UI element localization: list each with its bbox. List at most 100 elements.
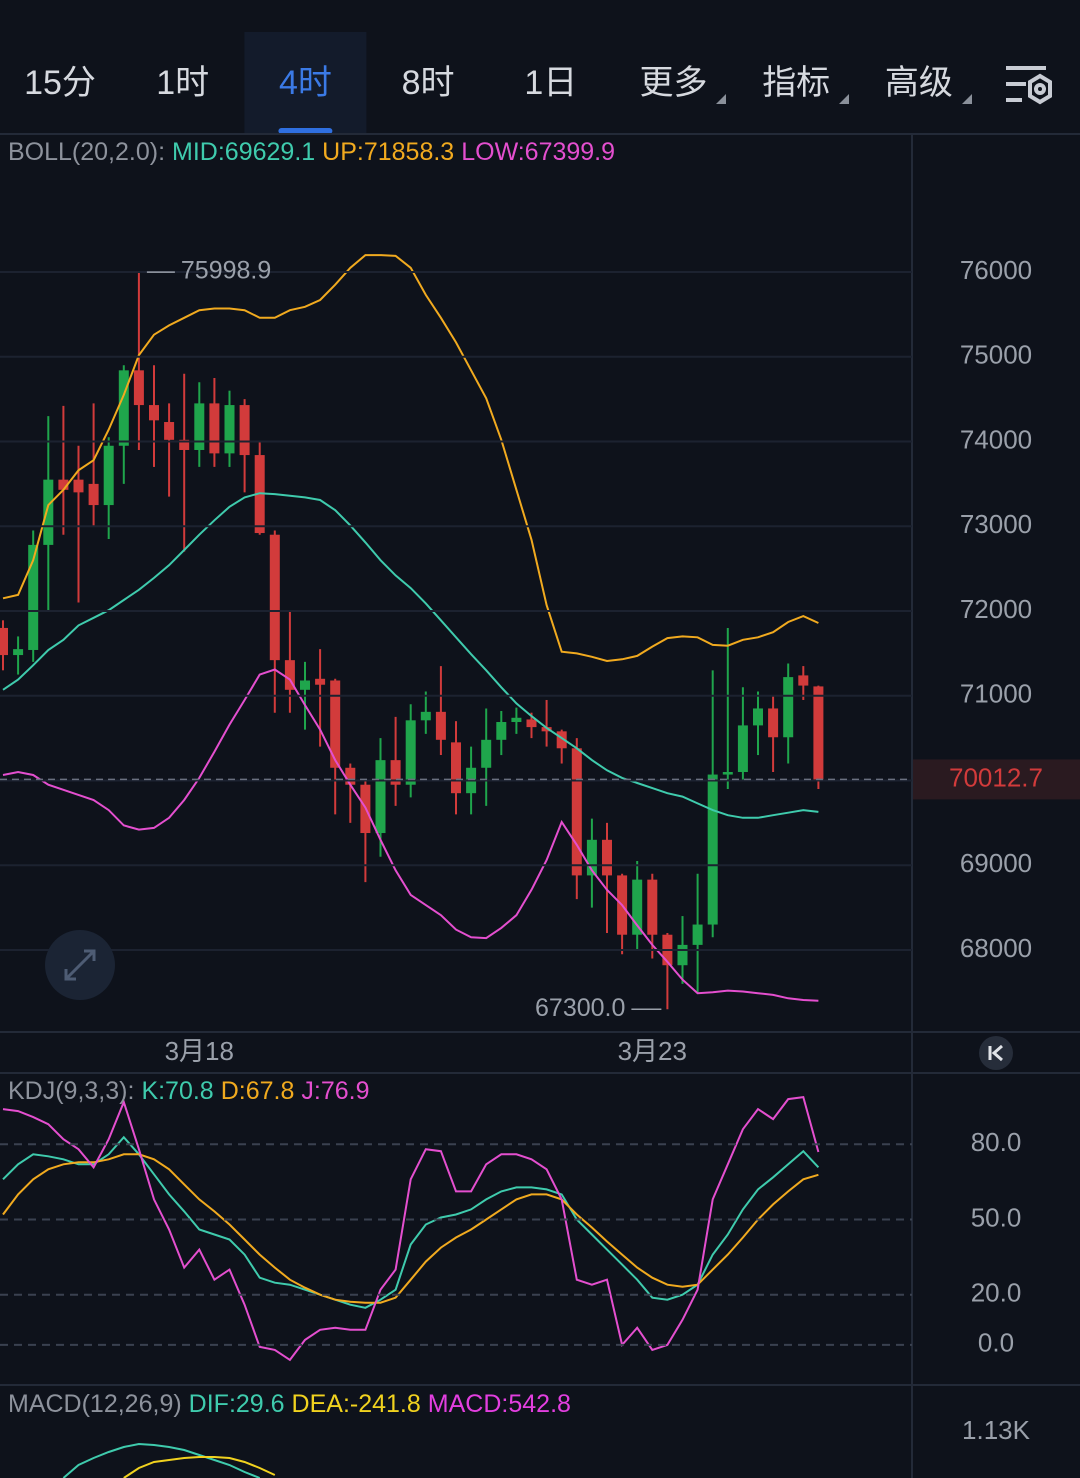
y-tick-label: 68000 — [960, 933, 1032, 963]
candle-body — [103, 445, 114, 506]
candle-body — [541, 727, 552, 732]
pane — [62, 1442, 276, 1478]
indicator-line — [2, 1095, 820, 1362]
settings-icon[interactable] — [1006, 66, 1052, 105]
tab[interactable]: 指标 — [762, 64, 830, 102]
indicator-name: MACD(12,26,9) — [8, 1390, 182, 1418]
candle-body — [556, 731, 567, 749]
candle-body — [133, 370, 144, 406]
candle-body — [813, 686, 824, 780]
y-tick-label: 76000 — [960, 255, 1032, 285]
y-tick-label: 0.0 — [978, 1328, 1014, 1358]
y-tick-label: 75000 — [960, 340, 1032, 370]
y-tick-label: 20.0 — [971, 1278, 1022, 1308]
tab[interactable]: 4时 — [279, 64, 332, 102]
indicator-line — [123, 1456, 276, 1478]
candle-body — [224, 405, 235, 454]
legend-entry: DIF:29.6 — [189, 1390, 285, 1418]
tab[interactable]: 1时 — [156, 64, 209, 102]
candle-body — [481, 739, 492, 768]
expand-button[interactable] — [45, 930, 115, 1000]
candle-body — [164, 422, 175, 440]
x-tick-label: 3月23 — [618, 1036, 687, 1066]
candle-body — [722, 772, 733, 775]
candle-body — [149, 405, 159, 421]
legend-entry: LOW:67399.9 — [461, 138, 615, 166]
last-price-label: 70012.7 — [949, 762, 1043, 792]
candle-body — [88, 483, 99, 506]
indicator-legend: KDJ(9,3,3): K:70.8 D:67.8 J:76.9 — [8, 1077, 370, 1105]
candle-body — [13, 649, 24, 656]
legend-entry: J:76.9 — [301, 1077, 369, 1105]
candle-body — [602, 839, 612, 876]
candle-body — [451, 742, 461, 794]
candle-body — [586, 839, 597, 876]
candle-body — [753, 708, 763, 726]
y-tick-label: 80.0 — [971, 1127, 1022, 1157]
candle-body — [737, 725, 748, 773]
tab[interactable]: 高级 — [885, 64, 953, 102]
dropdown-mark — [962, 94, 972, 104]
indicator-line — [2, 1153, 819, 1304]
candle-body — [43, 479, 54, 545]
max-label: 75998.9 — [181, 257, 271, 285]
candle-body — [435, 711, 446, 740]
legend-entry: D:67.8 — [221, 1077, 295, 1105]
y-tick-label: 69000 — [960, 848, 1032, 878]
candle-body — [798, 675, 809, 686]
candle-body — [768, 708, 779, 738]
pane — [2, 1095, 820, 1362]
y-tick-label: 71000 — [960, 679, 1032, 709]
candle-body — [73, 479, 84, 493]
candle-body — [375, 760, 386, 834]
candle-body — [330, 680, 341, 768]
legend-entry: DEA:-241.8 — [292, 1390, 421, 1418]
candle-body — [194, 403, 205, 450]
candle-body — [239, 405, 250, 456]
last-price-tag — [913, 759, 1080, 800]
candle-body — [315, 678, 326, 685]
tab-bar: 15分 1时 4时 8时 1日 更多 指标 高级 — [24, 32, 953, 134]
y-tick-label: 72000 — [960, 594, 1032, 624]
y-tick-label: 50.0 — [971, 1202, 1022, 1232]
candle-body — [179, 439, 190, 450]
active-tab-bg — [244, 32, 367, 134]
candle-body — [0, 627, 8, 656]
y-tick-label: 74000 — [960, 424, 1032, 454]
x-tick-label: 3月18 — [165, 1036, 234, 1066]
candle-body — [118, 370, 129, 446]
dropdown-mark — [839, 94, 849, 104]
candle-body — [783, 677, 794, 738]
legend-entry: MID:69629.1 — [172, 138, 315, 166]
candle-body — [511, 717, 522, 723]
indicator-line — [2, 668, 819, 1002]
y-tick-label: 1.13K — [962, 1415, 1031, 1445]
scroll-latest-button[interactable] — [979, 1036, 1013, 1070]
candle-body — [345, 767, 356, 785]
candle-body — [571, 748, 582, 876]
tab[interactable]: 15分 — [24, 64, 96, 102]
candle-body — [300, 680, 310, 690]
indicator-name: BOLL(20,2.0): — [8, 138, 165, 166]
candle-body — [58, 479, 69, 490]
candle-body — [390, 760, 401, 785]
tab[interactable]: 1日 — [524, 64, 577, 102]
legend-entry: K:70.8 — [141, 1077, 213, 1105]
candle-body — [420, 711, 431, 721]
tab[interactable]: 8时 — [402, 64, 455, 102]
indicator-line — [2, 492, 819, 819]
indicator-line — [2, 254, 819, 663]
tab[interactable]: 更多 — [640, 64, 708, 102]
candle-body — [647, 879, 658, 935]
candle-body — [28, 544, 39, 650]
candle-body — [209, 403, 220, 454]
charts: BOLL(20,2.0): MID:69629.1 UP:71858.3 LOW:67… — [0, 138, 1080, 1478]
candle-body — [677, 944, 688, 966]
pane — [0, 254, 824, 1010]
candle-body — [692, 924, 703, 945]
indicator-line — [62, 1442, 261, 1478]
dropdown-mark — [716, 94, 726, 104]
